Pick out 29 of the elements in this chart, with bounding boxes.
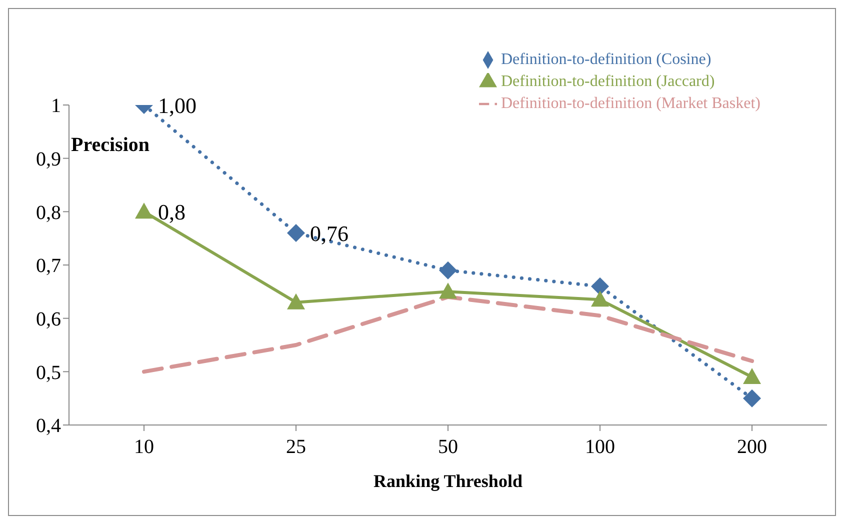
y-axis-title: Precision [71, 134, 150, 156]
data-label: 0,76 [310, 221, 348, 246]
y-tick-label: 0,7 [36, 255, 61, 278]
legend-label: Definition-to-definition (Market Basket) [501, 95, 760, 112]
y-tick-label: 0,5 [36, 362, 61, 384]
y-tick-label: 0,4 [36, 415, 61, 438]
x-tick-label: 200 [737, 436, 767, 458]
y-tick-label: 0,6 [36, 308, 61, 330]
point [743, 389, 761, 408]
x-tick-label: 50 [438, 436, 458, 458]
x-tick-label: 100 [585, 436, 615, 458]
data-label: 1,00 [158, 93, 196, 118]
x-axis-title: Ranking Threshold [374, 471, 522, 491]
legend-label: Definition-to-definition (Jaccard) [501, 73, 715, 90]
point [439, 282, 457, 299]
point [135, 202, 153, 219]
point [287, 293, 305, 310]
legend-label: Definition-to-definition (Cosine) [501, 51, 712, 68]
point [439, 261, 457, 280]
y-tick-label: 0,8 [36, 202, 61, 224]
y-tick-label: 0,9 [36, 148, 61, 170]
data-label: 0,8 [158, 200, 186, 225]
x-tick-label: 10 [134, 436, 154, 458]
x-tick-label: 25 [286, 436, 306, 458]
point [591, 277, 609, 296]
point [287, 224, 305, 242]
y-tick-label: 1 [51, 95, 61, 118]
point [743, 368, 761, 384]
point [591, 290, 609, 307]
